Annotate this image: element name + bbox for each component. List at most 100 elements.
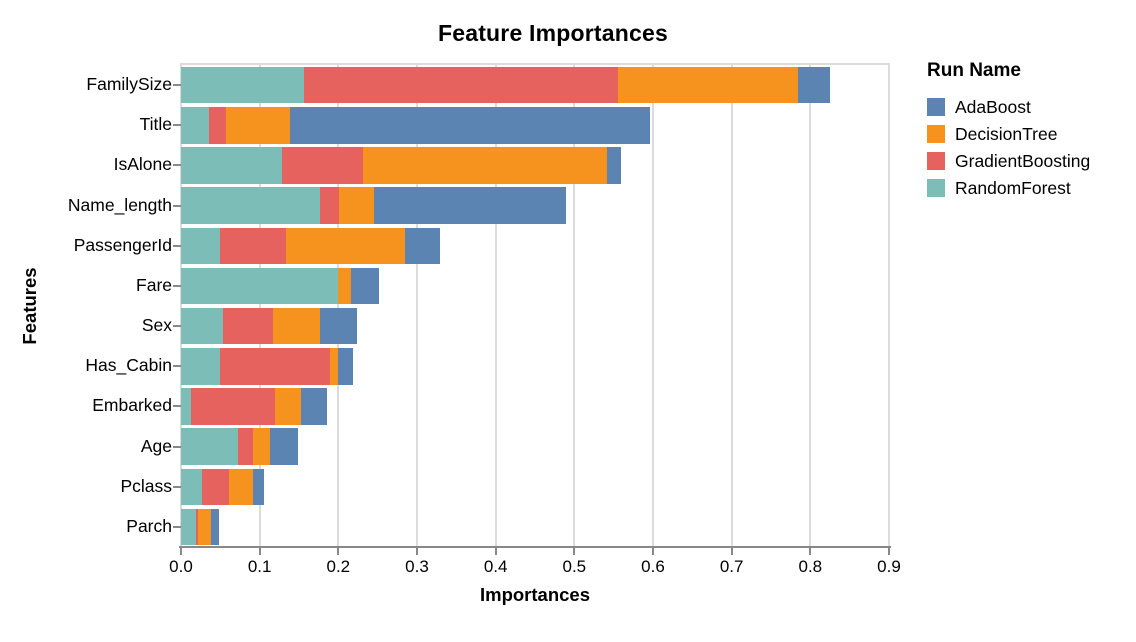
bar-FamilySize-DecisionTree bbox=[618, 66, 798, 104]
bar-PassengerId-AdaBoost bbox=[405, 227, 440, 264]
gridline-0.9 bbox=[888, 63, 890, 547]
bar-Age-AdaBoost bbox=[269, 428, 299, 465]
bar-PassengerId-GradientBoosting bbox=[220, 227, 286, 264]
bar-Age-DecisionTree bbox=[253, 428, 270, 465]
bar-Parch-AdaBoost bbox=[210, 508, 219, 546]
x-tick-0.0 bbox=[180, 548, 182, 555]
x-tick-label-0.4: 0.4 bbox=[483, 557, 508, 576]
x-tick-label-0.8: 0.8 bbox=[798, 557, 823, 576]
x-tick-label-0.2: 0.2 bbox=[326, 557, 351, 576]
legend-item-GradientBoosting: GradientBoosting bbox=[927, 152, 1090, 170]
y-tick-Title bbox=[173, 124, 181, 127]
gridline-0.4 bbox=[494, 63, 497, 547]
legend-item-DecisionTree: DecisionTree bbox=[927, 125, 1090, 143]
legend-label-RandomForest: RandomForest bbox=[955, 178, 1071, 198]
gridline-0.6 bbox=[652, 63, 654, 547]
bar-Embarked-AdaBoost bbox=[301, 388, 327, 425]
bar-IsAlone-RandomForest bbox=[181, 147, 283, 184]
bar-Age-GradientBoosting bbox=[237, 428, 254, 465]
bar-Pclass-GradientBoosting bbox=[202, 468, 229, 505]
bar-Fare-RandomForest bbox=[181, 267, 338, 305]
y-tick-Age bbox=[173, 445, 181, 448]
x-tick-0.6 bbox=[652, 548, 654, 555]
x-tick-label-0.6: 0.6 bbox=[641, 557, 665, 576]
bar-Title-RandomForest bbox=[181, 107, 210, 144]
bar-Sex-GradientBoosting bbox=[223, 307, 274, 345]
x-tick-0.5 bbox=[573, 548, 576, 555]
bar-IsAlone-AdaBoost bbox=[606, 147, 621, 184]
x-tick-0.2 bbox=[337, 548, 340, 555]
bar-Title-GradientBoosting bbox=[209, 107, 226, 144]
gridline-0.2 bbox=[337, 63, 340, 547]
y-tick-IsAlone bbox=[173, 164, 181, 167]
x-tick-0.4 bbox=[494, 548, 497, 555]
legend-swatch-GradientBoosting bbox=[927, 152, 945, 170]
y-tick-label-Title: Title bbox=[139, 114, 172, 135]
x-tick-0.7 bbox=[730, 548, 733, 555]
bar-FamilySize-AdaBoost bbox=[797, 66, 830, 104]
x-tick-0.1 bbox=[258, 548, 261, 555]
legend-item-AdaBoost: AdaBoost bbox=[927, 98, 1090, 116]
x-tick-label-0.1: 0.1 bbox=[247, 557, 272, 576]
bar-Name_length-DecisionTree bbox=[339, 187, 374, 224]
bar-FamilySize-RandomForest bbox=[181, 66, 304, 104]
y-tick-label-PassengerId: PassengerId bbox=[73, 234, 172, 255]
bar-PassengerId-DecisionTree bbox=[285, 227, 406, 264]
legend-title: Run Name bbox=[927, 60, 1021, 81]
gridline-0.0 bbox=[180, 63, 182, 547]
y-tick-label-Age: Age bbox=[140, 435, 172, 456]
y-tick-label-Parch: Parch bbox=[126, 515, 172, 536]
bar-Pclass-AdaBoost bbox=[252, 468, 265, 505]
bar-Name_length-RandomForest bbox=[181, 187, 321, 224]
gridline-0.7 bbox=[730, 63, 733, 547]
bar-Pclass-RandomForest bbox=[181, 468, 203, 505]
y-tick-Fare bbox=[173, 284, 181, 287]
y-tick-Embarked bbox=[173, 405, 181, 408]
legend-swatch-AdaBoost bbox=[927, 98, 945, 116]
bar-Embarked-DecisionTree bbox=[275, 388, 302, 425]
bar-Sex-DecisionTree bbox=[273, 307, 321, 345]
bar-Has_Cabin-DecisionTree bbox=[330, 348, 339, 385]
bar-Age-RandomForest bbox=[181, 428, 238, 465]
y-tick-label-Name_length: Name_length bbox=[67, 194, 172, 215]
bar-Embarked-GradientBoosting bbox=[191, 388, 276, 425]
legend-label-AdaBoost: AdaBoost bbox=[955, 97, 1031, 117]
bar-FamilySize-GradientBoosting bbox=[303, 66, 619, 104]
y-tick-Parch bbox=[173, 525, 181, 528]
bar-Fare-DecisionTree bbox=[337, 267, 351, 305]
bar-Name_length-AdaBoost bbox=[373, 187, 566, 224]
bar-Has_Cabin-GradientBoosting bbox=[220, 348, 331, 385]
bar-Sex-AdaBoost bbox=[320, 307, 358, 345]
y-tick-Has_Cabin bbox=[173, 365, 181, 368]
y-tick-label-Fare: Fare bbox=[136, 274, 172, 295]
legend-item-RandomForest: RandomForest bbox=[927, 179, 1090, 197]
legend-label-DecisionTree: DecisionTree bbox=[955, 124, 1058, 144]
y-tick-Name_length bbox=[173, 204, 181, 207]
y-tick-label-Has_Cabin: Has_Cabin bbox=[85, 355, 172, 376]
x-axis-title: Importances bbox=[479, 584, 590, 605]
x-axis-line bbox=[179, 546, 891, 548]
chart-title: Feature Importances bbox=[437, 20, 669, 46]
bar-IsAlone-DecisionTree bbox=[362, 147, 607, 184]
gridline-0.8 bbox=[809, 63, 812, 547]
gridline-0.1 bbox=[258, 63, 261, 547]
x-tick-label-0.5: 0.5 bbox=[562, 557, 587, 576]
gridline-0.3 bbox=[416, 63, 418, 547]
bar-Has_Cabin-AdaBoost bbox=[338, 348, 354, 385]
x-tick-label-0.9: 0.9 bbox=[877, 557, 901, 576]
bar-Parch-GradientBoosting bbox=[195, 508, 199, 546]
y-tick-label-FamilySize: FamilySize bbox=[86, 74, 172, 95]
plot-top-border bbox=[181, 63, 890, 65]
y-tick-label-Sex: Sex bbox=[141, 315, 172, 336]
y-tick-Sex bbox=[173, 325, 181, 328]
bar-Fare-AdaBoost bbox=[350, 267, 380, 305]
x-tick-0.9 bbox=[888, 548, 890, 555]
x-tick-label-0.7: 0.7 bbox=[719, 557, 744, 576]
bar-Parch-RandomForest bbox=[181, 508, 196, 546]
y-tick-Pclass bbox=[173, 485, 181, 488]
bar-Sex-RandomForest bbox=[181, 307, 224, 345]
y-tick-label-Embarked: Embarked bbox=[92, 395, 172, 416]
bar-Title-AdaBoost bbox=[290, 107, 650, 144]
y-tick-label-IsAlone: IsAlone bbox=[113, 154, 172, 175]
